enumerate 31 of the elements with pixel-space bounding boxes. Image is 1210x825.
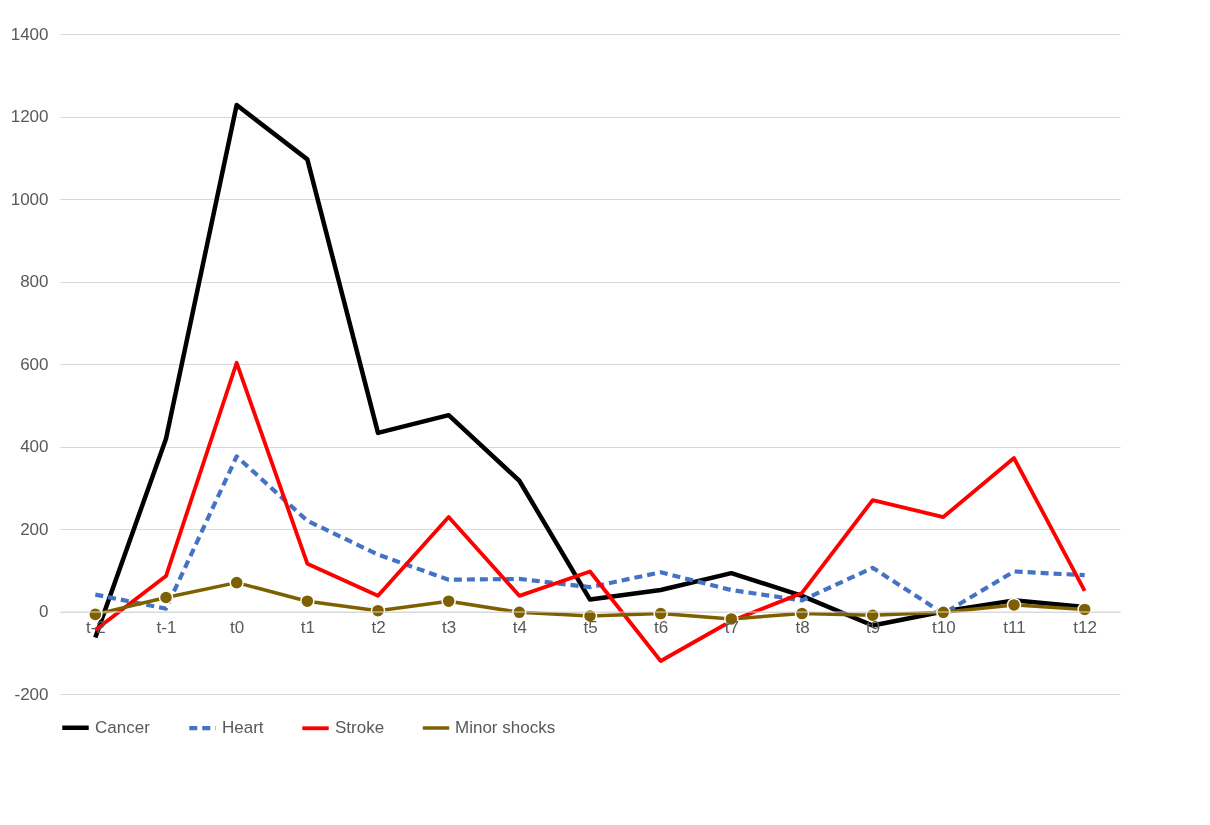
legend-label: Cancer [95,717,151,737]
x-tick-label: t4 [512,618,527,637]
x-tick-label: t-1 [156,618,177,637]
point [441,593,456,609]
x-tick-label: t2 [371,618,386,637]
point [229,575,244,590]
y-tick-label: 1200 [10,107,49,126]
x-tick-label: t8 [795,618,810,637]
y-tick-label: 600 [20,354,49,374]
point [300,593,315,609]
y-tick-label: -200 [14,684,49,704]
x-tick-label: t3 [442,618,457,637]
point [1006,597,1022,613]
y-tick-label: 200 [20,519,49,539]
legend-label: Stroke [335,718,385,738]
legend-label: Heart [222,718,264,738]
y-tick-label: 1400 [10,24,49,44]
x-tick-label: t0 [230,618,245,637]
x-tick-label: t10 [932,618,956,637]
point [158,590,174,605]
x-tick-label: t7 [724,618,739,637]
x-tick-label: t6 [654,618,669,637]
y-tick-label: 0 [39,602,49,621]
x-tick-label: t12 [1073,618,1097,637]
y-tick-label: 1000 [10,189,49,209]
y-tick-label: 400 [20,437,49,456]
x-tick-label: t5 [583,618,598,637]
y-tick-label: 800 [20,272,49,291]
x-tick-label: t1 [300,618,315,637]
x-tick-label: t11 [1003,618,1026,637]
legend-label: Minor shocks [455,718,556,737]
